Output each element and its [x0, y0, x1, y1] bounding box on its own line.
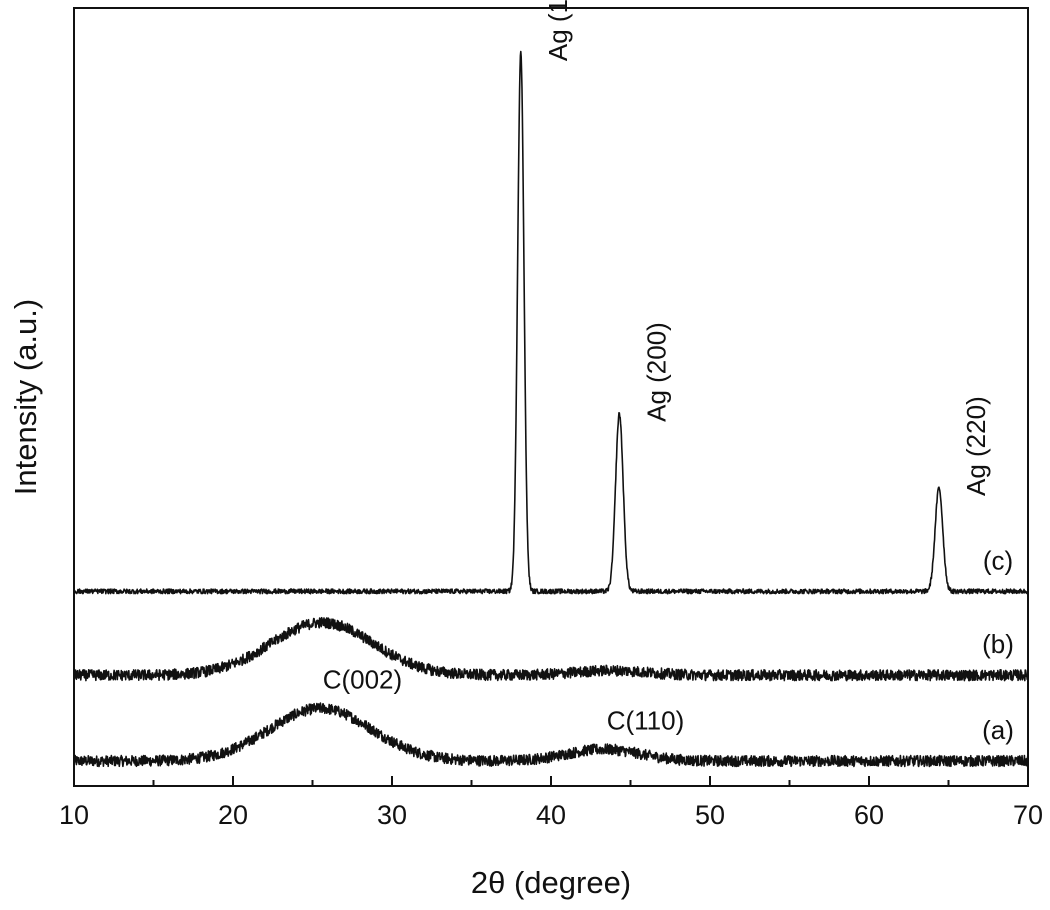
series-line-2 — [73, 50, 1029, 595]
peak-label: Ag (200) — [641, 322, 671, 422]
peak-annotations: Ag (111) Ag (200) Ag (220) C(002) C(110) — [323, 0, 991, 735]
series-label: (b) — [982, 629, 1014, 659]
x-axis-ticks: 10 20 30 40 50 60 70 — [59, 776, 1043, 830]
x-tick-label: 20 — [218, 800, 248, 830]
x-tick-label: 60 — [854, 800, 884, 830]
series-label: (c) — [983, 545, 1013, 575]
x-tick-label: 70 — [1013, 800, 1043, 830]
y-axis-title: Intensity (a.u.) — [8, 299, 43, 495]
x-axis-title: 2θ (degree) — [471, 865, 631, 900]
x-tick-label: 40 — [536, 800, 566, 830]
series-label: (a) — [982, 715, 1014, 745]
peak-label: C(110) — [607, 705, 685, 735]
series-line-1 — [73, 616, 1029, 682]
x-tick-label: 30 — [377, 800, 407, 830]
peak-label: C(002) — [323, 664, 402, 694]
peak-label: Ag (220) — [961, 396, 991, 496]
series-labels: (a) (b) (c) — [982, 545, 1014, 745]
series-lines — [73, 50, 1029, 768]
peak-label: Ag (111) — [543, 0, 573, 61]
x-tick-label: 50 — [695, 800, 725, 830]
x-tick-label: 10 — [59, 800, 89, 830]
series-line-0 — [73, 702, 1029, 768]
